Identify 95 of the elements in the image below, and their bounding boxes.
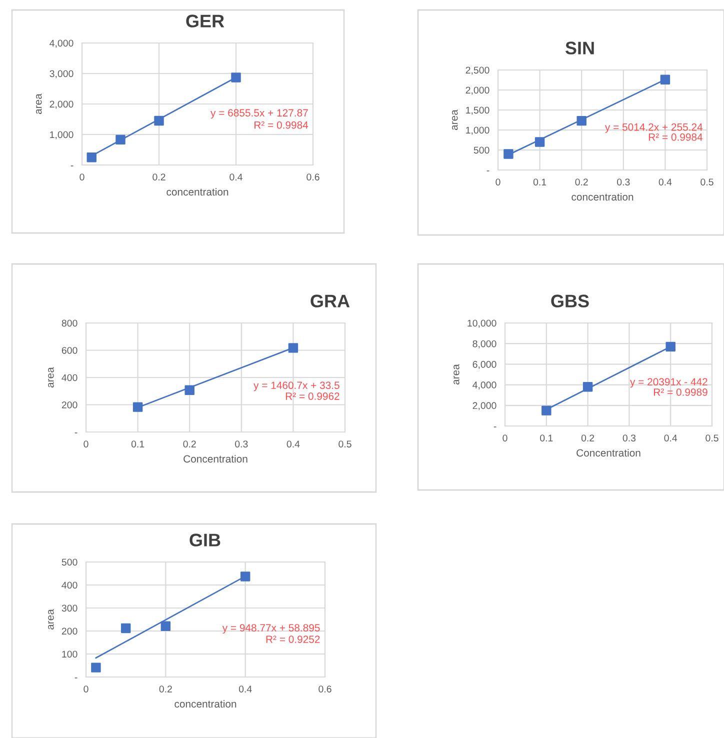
point <box>184 385 194 396</box>
y-tick-label: 8,000 <box>472 340 496 348</box>
y-axis-title: area <box>36 94 42 114</box>
y-tick-label: 600 <box>62 346 78 354</box>
y-tick-label: 300 <box>62 604 78 612</box>
x-tick-label: 0.2 <box>152 174 166 180</box>
point <box>231 72 241 82</box>
y-tick-label: 4,000 <box>472 382 496 390</box>
point <box>666 342 676 352</box>
x-tick-label: 0.6 <box>318 686 332 692</box>
x-tick-label: 0.3 <box>617 178 630 186</box>
point <box>132 402 143 412</box>
x-tick-label: 0.4 <box>286 440 300 448</box>
x-tick-label: 0.2 <box>183 440 196 448</box>
point <box>160 621 171 632</box>
x-tick-label: 0.4 <box>230 174 242 180</box>
x-axis-title: Concentration <box>184 454 248 463</box>
chart-title: GIB <box>190 534 220 546</box>
x-axis-title: Concentration <box>576 448 640 457</box>
x-tick-label: 0 <box>502 434 508 442</box>
point <box>120 623 131 634</box>
annotation: y = 5014.2x + 255.24 <box>604 123 703 133</box>
y-tick-label: - <box>494 426 496 428</box>
x-axis-title: concentration <box>174 700 236 708</box>
y-tick-label: 500 <box>62 558 78 566</box>
point <box>582 382 593 392</box>
point <box>542 406 552 416</box>
x-tick-label: 0.3 <box>235 440 248 448</box>
x-tick-label: 0.5 <box>706 434 718 442</box>
y-tick-label: 1,000 <box>466 126 490 135</box>
point <box>288 343 298 353</box>
y-axis-title: area <box>48 367 54 388</box>
x-tick-label: 0.4 <box>658 178 672 186</box>
y-tick-label: 2,000 <box>472 402 496 410</box>
annotation: y = 1460.7x + 33.5 <box>254 382 340 392</box>
y-tick-label: 10,000 <box>468 320 496 328</box>
y-tick-label: 2,000 <box>50 100 74 109</box>
y-tick-label: 6,000 <box>472 360 496 369</box>
point <box>240 572 250 582</box>
x-tick-label: 0 <box>80 174 84 180</box>
x-tick-label: 0.1 <box>540 434 553 442</box>
annotation: y = 6855.5x + 127.87 <box>210 109 308 119</box>
y-tick-label: 3,000 <box>50 70 74 78</box>
y-tick-label: 800 <box>62 320 78 327</box>
y-axis-title: area <box>454 364 460 384</box>
y-tick-label: 2,500 <box>466 66 490 75</box>
y-tick-label: 100 <box>62 650 78 658</box>
x-tick-label: 0.1 <box>131 440 144 448</box>
chart-title: GRA <box>310 294 350 308</box>
x-tick-label: 0.1 <box>533 178 546 186</box>
annotation: R² = 0.9984 <box>254 121 308 129</box>
y-tick-label: 2,000 <box>466 86 490 95</box>
x-tick-label: 0 <box>84 686 88 692</box>
y-tick-label: 400 <box>62 582 78 589</box>
x-tick-label: 0.3 <box>622 434 636 442</box>
y-axis-title: area <box>452 110 458 130</box>
chart-title: GBS <box>551 294 589 308</box>
y-tick-label: - <box>74 432 78 434</box>
point <box>576 116 586 126</box>
x-tick-label: 0.2 <box>575 178 588 186</box>
point <box>91 662 101 672</box>
x-tick-label: 0.2 <box>581 434 594 442</box>
annotation: R² = 0.9252 <box>266 636 320 643</box>
y-tick-label: 400 <box>62 374 78 382</box>
point <box>154 116 164 126</box>
x-tick-label: 0.4 <box>664 434 678 442</box>
chart-title: GER <box>186 14 224 28</box>
y-tick-label: 500 <box>474 146 490 154</box>
annotation: y = 20391x - 442 <box>630 378 708 388</box>
point <box>534 137 545 147</box>
x-axis-title: concentration <box>166 188 228 196</box>
annotation: R² = 0.9984 <box>648 133 703 141</box>
y-axis-title: area <box>48 609 54 630</box>
annotation: y = 948.77x + 58.895 <box>222 624 320 634</box>
annotation: R² = 0.9962 <box>286 392 340 400</box>
x-tick-label: 0.5 <box>700 178 714 186</box>
y-tick-label: - <box>486 170 490 172</box>
point <box>504 149 514 159</box>
x-tick-label: 0 <box>84 440 88 448</box>
x-tick-label: 0 <box>496 178 500 186</box>
chart-title: SIN <box>565 42 594 54</box>
x-tick-label: 0.2 <box>159 686 172 692</box>
annotation: R² = 0.9989 <box>654 388 708 396</box>
point <box>116 134 126 145</box>
y-tick-label: 200 <box>62 628 78 635</box>
x-tick-label: 0.6 <box>306 174 320 180</box>
x-axis-title: concentration <box>572 192 634 201</box>
y-tick-label: 200 <box>62 401 78 408</box>
x-tick-label: 0.5 <box>338 440 352 448</box>
y-tick-label: 1,000 <box>50 131 74 140</box>
y-tick-label: 1,500 <box>466 106 490 115</box>
y-tick-label: 4,000 <box>50 40 74 48</box>
point <box>660 74 670 84</box>
x-tick-label: 0.4 <box>238 686 252 692</box>
point <box>86 152 96 162</box>
